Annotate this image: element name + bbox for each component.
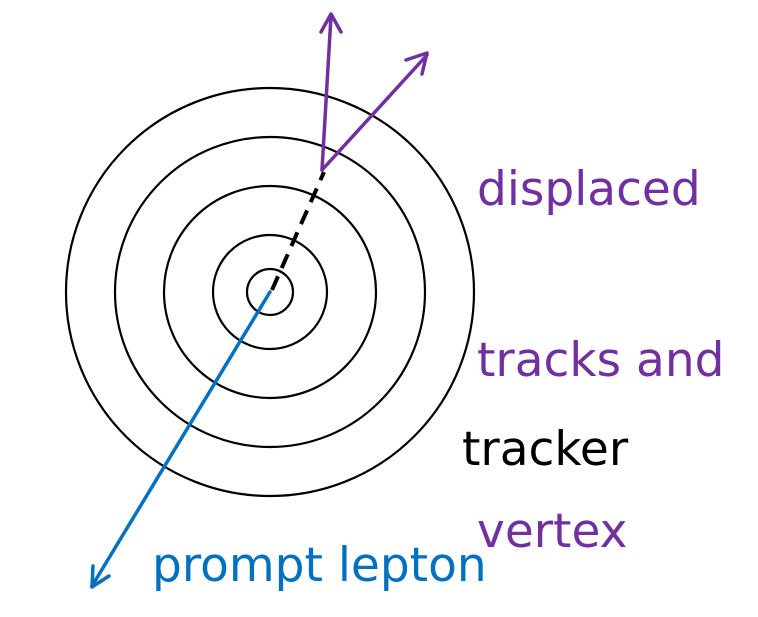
displaced-track-2-arrowhead xyxy=(404,51,429,76)
displaced-label-line-2: tracks and xyxy=(477,333,725,388)
tracker-layers xyxy=(64,86,476,498)
tracker-layer-3 xyxy=(162,184,378,400)
prompt-lepton-line xyxy=(90,290,272,588)
displaced-label-line-3: vertex xyxy=(477,504,628,559)
displaced-tracks-label: displaced tracks and vertex xyxy=(477,47,724,617)
displaced-label-line-1: displaced xyxy=(477,162,701,217)
tracker-layer-2 xyxy=(211,233,329,351)
tracker-layer-4 xyxy=(113,135,427,449)
prompt-lepton-label: prompt lepton xyxy=(152,538,487,593)
prompt-lepton-track xyxy=(90,290,272,589)
displaced-track-1-arrowhead xyxy=(319,12,343,34)
tracker-layer-5 xyxy=(64,86,476,498)
displaced-track-1 xyxy=(320,14,333,172)
displaced-particle-path xyxy=(270,171,326,291)
displaced-tracks xyxy=(319,12,429,172)
displaced-track-2 xyxy=(320,53,429,172)
prompt-lepton-arrowhead xyxy=(90,564,111,589)
tracker-label: tracker xyxy=(462,422,629,477)
tracker-layer-1 xyxy=(245,267,295,317)
